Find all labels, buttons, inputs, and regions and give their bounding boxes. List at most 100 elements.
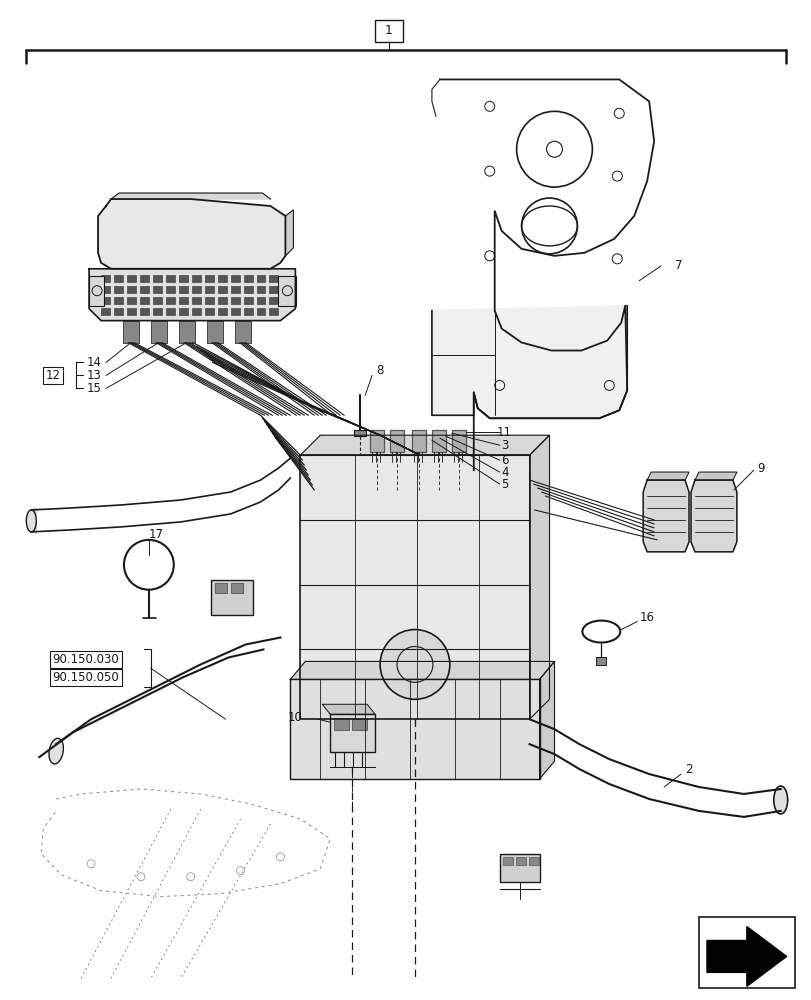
Polygon shape — [300, 435, 549, 455]
Polygon shape — [300, 455, 529, 719]
Bar — [152, 297, 161, 304]
Text: 3: 3 — [500, 439, 508, 452]
Bar — [139, 275, 148, 282]
Bar — [127, 297, 135, 304]
Bar — [528, 857, 538, 865]
Bar — [256, 275, 265, 282]
Bar — [451, 430, 466, 452]
Text: 17: 17 — [148, 528, 163, 541]
Circle shape — [380, 630, 449, 699]
Bar — [122, 321, 139, 343]
Bar — [101, 297, 109, 304]
Bar — [139, 286, 148, 293]
Text: 8: 8 — [376, 364, 384, 377]
Bar — [230, 583, 242, 593]
Bar — [191, 286, 200, 293]
Bar — [217, 286, 226, 293]
Bar — [499, 854, 539, 882]
Bar — [243, 286, 252, 293]
Bar — [234, 321, 251, 343]
Bar — [165, 308, 174, 315]
Bar — [502, 857, 512, 865]
Bar — [191, 275, 200, 282]
Bar — [204, 286, 213, 293]
Text: 14: 14 — [87, 356, 101, 369]
Bar — [256, 297, 265, 304]
Polygon shape — [690, 480, 736, 552]
Ellipse shape — [26, 510, 36, 532]
Text: 4: 4 — [500, 466, 508, 479]
Polygon shape — [642, 480, 689, 552]
Bar — [352, 718, 367, 730]
Bar — [151, 321, 166, 343]
Bar — [191, 297, 200, 304]
Bar — [217, 275, 226, 282]
Text: 9: 9 — [756, 462, 764, 475]
Bar — [230, 286, 239, 293]
Bar — [256, 308, 265, 315]
Bar — [178, 308, 187, 315]
Bar — [101, 286, 109, 293]
Bar — [152, 275, 161, 282]
Bar — [114, 308, 122, 315]
Bar — [152, 286, 161, 293]
Ellipse shape — [773, 786, 787, 814]
Bar — [230, 297, 239, 304]
Polygon shape — [32, 508, 36, 534]
Polygon shape — [694, 472, 736, 480]
Bar — [698, 917, 794, 988]
Bar — [114, 275, 122, 282]
Bar — [191, 308, 200, 315]
Bar — [210, 580, 252, 615]
Text: 1: 1 — [384, 24, 393, 37]
Polygon shape — [290, 679, 539, 779]
Bar — [230, 275, 239, 282]
Text: 2: 2 — [684, 763, 692, 776]
Polygon shape — [89, 269, 295, 321]
Bar — [411, 430, 426, 452]
Polygon shape — [111, 193, 270, 199]
Polygon shape — [539, 661, 554, 779]
Bar — [370, 430, 384, 452]
Text: 13: 13 — [87, 369, 101, 382]
Bar — [243, 275, 252, 282]
Bar — [243, 308, 252, 315]
Bar — [256, 286, 265, 293]
Bar — [269, 297, 278, 304]
Bar — [243, 297, 252, 304]
Text: 5: 5 — [500, 478, 508, 491]
Bar — [165, 297, 174, 304]
Bar — [139, 297, 148, 304]
Bar — [217, 308, 226, 315]
Bar — [204, 297, 213, 304]
Bar — [127, 275, 135, 282]
Bar — [269, 286, 278, 293]
Bar — [152, 308, 161, 315]
Bar — [178, 297, 187, 304]
Bar — [165, 275, 174, 282]
Bar — [389, 430, 404, 452]
Bar — [515, 857, 525, 865]
Text: 90.150.030: 90.150.030 — [53, 653, 119, 666]
Polygon shape — [706, 927, 786, 986]
Bar — [89, 276, 104, 306]
Bar — [278, 276, 296, 306]
Bar — [178, 321, 195, 343]
Text: 7: 7 — [675, 259, 682, 272]
Text: 90.150.050: 90.150.050 — [53, 671, 119, 684]
Bar — [204, 275, 213, 282]
Bar — [101, 308, 109, 315]
Bar — [127, 308, 135, 315]
Bar — [431, 430, 445, 452]
Text: 12: 12 — [45, 369, 61, 382]
Bar — [139, 308, 148, 315]
Polygon shape — [646, 472, 689, 480]
Bar — [595, 657, 606, 665]
Bar — [354, 430, 366, 436]
Text: 15: 15 — [87, 382, 101, 395]
Ellipse shape — [49, 738, 63, 764]
Polygon shape — [431, 306, 626, 418]
Text: 16: 16 — [639, 611, 654, 624]
Text: 6: 6 — [500, 454, 508, 467]
Bar — [165, 286, 174, 293]
